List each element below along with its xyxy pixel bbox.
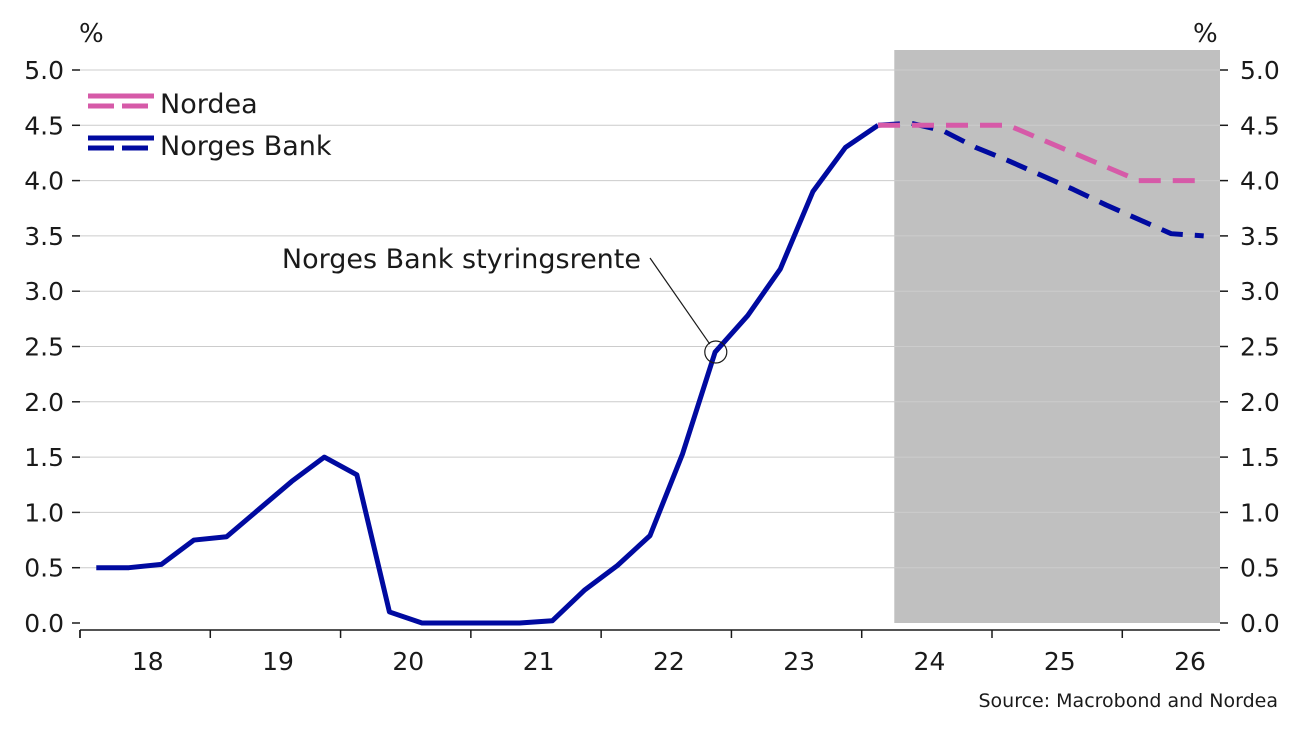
x-tick-label: 22 — [653, 647, 685, 676]
series-line-norges-bank-forecast — [877, 120, 1204, 239]
y-tick-label-left: 1.5 — [24, 443, 64, 472]
y-tick-label-left: 2.5 — [24, 333, 64, 362]
x-axis: 18 19 20 21 22 23 24 25 26 — [79, 630, 1206, 676]
left-y-axis: 0.0 0.5 1.0 1.5 2.0 2.5 3.0 3.5 4.0 4.5 5.0 — [24, 56, 80, 638]
y-tick-label-right: 1.5 — [1240, 443, 1280, 472]
y-tick-label-right: 1.0 — [1240, 498, 1280, 527]
y-tick-label-left: 1.0 — [24, 498, 64, 527]
y-tick-label-right: 5.0 — [1240, 56, 1280, 85]
x-tick-label: 18 — [132, 647, 164, 676]
legend-item: Norges Bank — [88, 131, 332, 162]
annotation-leader-line — [649, 257, 711, 345]
y-tick-label-right: 2.0 — [1240, 388, 1280, 417]
y-tick-label-left: 0.5 — [24, 554, 64, 583]
x-tick-label: 24 — [914, 647, 946, 676]
y-tick-label-left: 3.0 — [24, 277, 64, 306]
legend: Nordea Norges Bank — [88, 89, 332, 162]
y-tick-label-right: 3.5 — [1240, 222, 1280, 251]
x-tick-label: 20 — [392, 647, 424, 676]
legend-label: Nordea — [160, 89, 258, 120]
x-tick-label: 21 — [523, 647, 555, 676]
x-tick-label: 26 — [1174, 647, 1206, 676]
y-tick-label-left: 5.0 — [24, 56, 64, 85]
x-tick-label: 25 — [1044, 647, 1076, 676]
y-tick-label-left: 4.0 — [24, 167, 64, 196]
source-note: Source: Macrobond and Nordea — [978, 690, 1278, 712]
x-tick-label: 19 — [262, 647, 294, 676]
annotation: Norges Bank styringsrente — [282, 244, 728, 364]
y-tick-label-left: 0.0 — [24, 609, 64, 638]
y-tick-label-left: 4.5 — [24, 111, 64, 140]
y-tick-label-right: 3.0 — [1240, 277, 1280, 306]
annotation-marker — [704, 340, 728, 364]
right-y-axis: 0.0 0.5 1.0 1.5 2.0 2.5 3.0 3.5 4.0 4.5 5.0 — [1220, 56, 1280, 638]
y-unit-left: % — [79, 19, 104, 49]
y-tick-label-right: 2.5 — [1240, 333, 1280, 362]
series-layer — [96, 120, 1204, 626]
legend-label: Norges Bank — [160, 131, 332, 162]
x-tick-label: 23 — [783, 647, 815, 676]
y-tick-label-right: 0.5 — [1240, 554, 1280, 583]
forecast-shading — [894, 50, 1220, 623]
y-tick-label-left: 3.5 — [24, 222, 64, 251]
series-line-norges-bank — [96, 123, 880, 626]
legend-item: Nordea — [88, 89, 258, 120]
annotation-label: Norges Bank styringsrente — [282, 244, 641, 275]
y-tick-label-right: 0.0 — [1240, 609, 1280, 638]
y-tick-label-right: 4.0 — [1240, 167, 1280, 196]
series-line-nordea — [878, 122, 1204, 184]
y-tick-label-right: 4.5 — [1240, 111, 1280, 140]
y-unit-right: % — [1193, 19, 1218, 49]
y-tick-label-left: 2.0 — [24, 388, 64, 417]
gridlines — [80, 69, 1220, 569]
